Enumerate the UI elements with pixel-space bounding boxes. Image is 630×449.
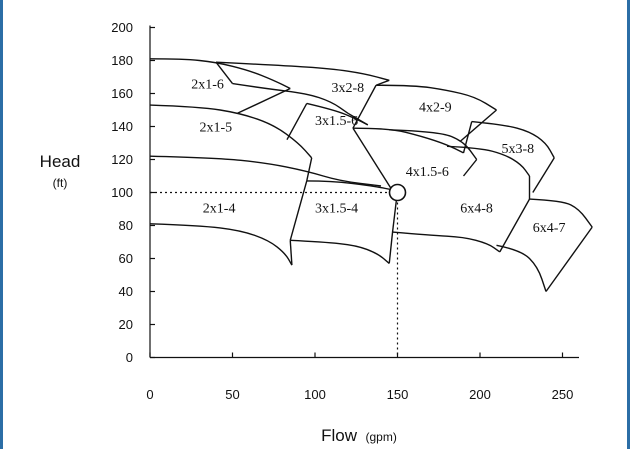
pump-curve-4x1.5-6-top <box>389 129 478 160</box>
y-axis-ticks: 0 20 40 60 80 100 120 140 160 180 200 <box>111 20 155 365</box>
y-tick-label: 80 <box>119 218 133 233</box>
y-tick-label: 60 <box>119 251 133 266</box>
y-tick-label: 100 <box>111 185 133 200</box>
curve-divider <box>352 127 394 192</box>
pump-model-label: 4x1.5-6 <box>406 165 449 180</box>
curve-dividers <box>215 61 593 292</box>
curve-divider <box>462 121 473 154</box>
curve-divider <box>375 79 390 86</box>
y-tick-label: 20 <box>119 317 133 332</box>
curve-divider <box>462 159 478 177</box>
pump-curve-4x1.5-6-bottom <box>392 231 501 253</box>
curve-divider <box>306 157 313 182</box>
y-tick-label: 40 <box>119 284 133 299</box>
pump-curve-4x2-9-top <box>376 84 497 111</box>
pump-curve-3x2-8-bottom <box>232 82 349 114</box>
x-axis-title-group: Flow (gpm) <box>321 426 397 445</box>
x-tick-label: 200 <box>469 387 491 402</box>
curve-divider <box>286 103 308 141</box>
curve-divider <box>237 87 291 114</box>
curve-divider <box>289 240 293 266</box>
pump-model-label: 4x2-9 <box>419 101 452 116</box>
pump-model-label: 3x1.5-6 <box>315 114 358 129</box>
x-axis-unit: (gpm) <box>366 430 397 444</box>
curve-divider <box>289 180 308 241</box>
y-axis-unit: (ft) <box>53 176 68 190</box>
pump-model-label: 6x4-8 <box>460 201 493 216</box>
y-tick-label: 180 <box>111 53 133 68</box>
pump-curves <box>149 58 593 292</box>
pump-model-label: 3x2-8 <box>332 81 365 96</box>
pump-curve-3x1.5-6-bottom <box>306 180 398 192</box>
x-axis-ticks: 0 50 100 150 200 250 <box>146 352 574 402</box>
curve-divider <box>545 226 593 292</box>
pump-curve-3x1.5-4-bottom <box>290 239 390 264</box>
pump-curve-6x4-8-top <box>446 145 531 177</box>
pump-curve-5x3-8-top <box>471 120 555 159</box>
pump-model-label: 2x1-6 <box>191 78 224 93</box>
pump-curve-6x4-7-top <box>529 198 593 228</box>
pump-curve-2x1-4-bottom <box>149 223 293 266</box>
pump-curve-4x2-9-bottom <box>352 127 464 154</box>
y-tick-label: 120 <box>111 152 133 167</box>
x-tick-label: 250 <box>552 387 574 402</box>
curve-divider <box>352 84 377 129</box>
x-tick-label: 100 <box>304 387 326 402</box>
operating-point-marker <box>388 183 407 202</box>
x-tick-label: 50 <box>225 387 239 402</box>
curve-divider <box>532 157 555 193</box>
pump-curve-2x1-4-top <box>149 155 382 187</box>
curve-divider <box>499 198 531 253</box>
x-tick-label: 150 <box>387 387 409 402</box>
x-tick-label: 0 <box>146 387 153 402</box>
pump-model-label: 2x1-4 <box>203 201 236 216</box>
pump-curve-6x4-7-bottom <box>496 244 547 292</box>
operating-guides <box>150 191 399 358</box>
x-axis-title: Flow <box>321 426 358 445</box>
pump-model-label: 2x1-5 <box>200 120 233 135</box>
pump-curve-2x1-5-top <box>149 104 313 159</box>
pump-model-label: 6x4-7 <box>533 221 566 236</box>
curve-divider <box>388 232 394 264</box>
y-tick-label: 160 <box>111 86 133 101</box>
pump-curve-2x1-6-top <box>149 58 291 90</box>
curve-divider <box>459 109 497 142</box>
pump-model-label: 3x1.5-4 <box>315 201 358 216</box>
region-labels: 2x1-6 3x2-8 4x2-9 2x1-5 3x1.5-6 5x3-8 4x1.5-6 6… <box>191 78 565 237</box>
curve-divider <box>215 61 234 85</box>
y-tick-label: 200 <box>111 20 133 35</box>
y-axis-title: Head <box>40 152 81 171</box>
pump-model-label: 5x3-8 <box>501 142 534 157</box>
y-tick-label: 0 <box>126 350 133 365</box>
pump-curve-3x2-8-top <box>215 61 390 81</box>
y-tick-label: 140 <box>111 119 133 134</box>
